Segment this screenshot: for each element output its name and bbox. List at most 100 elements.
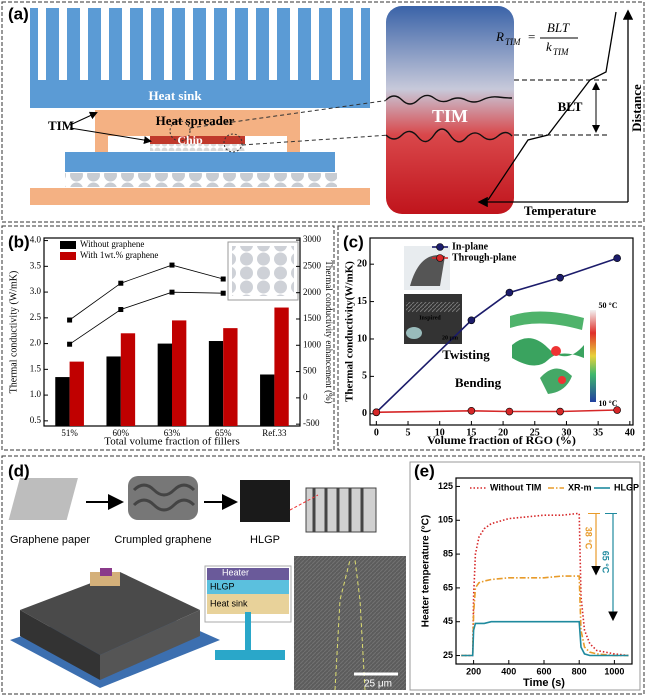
chart-e: 25 45 65 85 105 125 200 400 600 800 1000 Without TI… (414, 461, 639, 688)
substrate (65, 152, 335, 172)
panel-label: (e) (414, 461, 435, 480)
annotation: 50 °C (599, 301, 618, 310)
legend-label: Without TIM (490, 482, 541, 492)
bar (274, 307, 289, 426)
bar (55, 377, 70, 426)
label: Heat spreader (156, 113, 235, 128)
shell-photo (406, 327, 422, 339)
series-line (461, 512, 629, 657)
series-line (69, 291, 224, 345)
y-tick-label: 85 (443, 548, 453, 558)
panel-label: (b) (8, 232, 30, 251)
y-tick-label: 15 (357, 296, 367, 307)
formula-part: BLT (547, 20, 570, 35)
tim-layer (386, 6, 514, 214)
x-tick-label: Ref.33 (262, 428, 287, 438)
graphene-paper (8, 478, 78, 520)
marker (372, 408, 381, 417)
y2-tick-label: 1000 (303, 339, 322, 349)
y2-tick-label: 3000 (303, 234, 322, 244)
legend-label: Without graphene (80, 239, 144, 249)
legend-marker (436, 254, 444, 262)
y-tick-label: 3.0 (30, 286, 42, 296)
y2-axis-label: Thermal conductivity enhancement (%) (324, 260, 334, 403)
annotation: Twisting (442, 347, 490, 362)
hotspot (558, 376, 566, 384)
marker (467, 316, 476, 325)
marker (556, 407, 564, 416)
x-tick-label: 20 (498, 427, 508, 438)
marker (467, 406, 476, 415)
zoom-line (241, 134, 391, 146)
y-tick-label: 1.5 (30, 363, 42, 373)
y-tick-label: 10 (357, 333, 367, 344)
series-line (376, 409, 618, 414)
y-tick-label: 65 (443, 582, 453, 592)
film (215, 650, 285, 660)
x-axis-label: Time (s) (523, 677, 565, 689)
label: TIM (432, 106, 468, 126)
chart-c: 0 5 10 15 20 0 5 10 15 20 25 30 35 40 In-planeThrough-… (343, 232, 635, 446)
layer-label: HLGP (210, 581, 235, 591)
bar (260, 374, 275, 426)
series-line (461, 620, 629, 657)
legend-marker (436, 243, 444, 251)
sem-guide (334, 559, 366, 691)
heat-sink-side (100, 610, 200, 680)
zoom-circle (169, 120, 191, 142)
marker (220, 290, 226, 296)
folds (312, 488, 364, 532)
hlgp-layer (207, 580, 289, 594)
y-axis-label: Thermal conductivity (W/mK) (8, 271, 19, 394)
sem-texture (294, 556, 406, 690)
y2-tick-label: 1500 (303, 313, 322, 323)
x-axis-label: Total volume fraction of fillers (104, 436, 239, 448)
x-tick-label: 63% (164, 428, 181, 438)
panel-frame (337, 225, 645, 451)
x-tick-label: 5 (406, 427, 411, 438)
heat-spreader (95, 110, 300, 136)
legend-label: XR-m (568, 482, 592, 492)
marker (118, 307, 124, 313)
chip (100, 568, 112, 576)
chip (150, 136, 245, 144)
x-tick-label: 51% (61, 428, 78, 438)
marker (613, 254, 621, 262)
y2-tick-label: -500 (303, 418, 320, 428)
x-tick-label: 600 (536, 666, 551, 676)
step-label: Graphene paper (10, 534, 90, 546)
layer-label: Heat sink (210, 598, 248, 608)
panel-d: Graphene paper Crumpled graphene HLGP He… (8, 461, 406, 691)
heat-sink-fins (30, 8, 370, 80)
annotation: 20 μm (442, 335, 458, 341)
y-tick-label: 105 (438, 515, 453, 525)
y2-tick-label: 2000 (303, 287, 322, 297)
bar (223, 328, 238, 426)
temperature-profile (487, 11, 617, 201)
x-tick-label: 30 (561, 427, 571, 438)
sample-map (540, 368, 572, 394)
x-tick-label: 10 (435, 427, 445, 438)
legend-swatch (60, 241, 76, 249)
formula-part: TIM (553, 47, 569, 57)
x-tick-label: 200 (466, 666, 481, 676)
marker (169, 262, 175, 268)
marker (169, 289, 175, 295)
chart-b: 0.5 1.0 1.5 2.0 2.5 3.0 3.5 4.0 -500 0 500 1000 1500… (8, 232, 334, 447)
circuit-board (30, 188, 370, 205)
callout-arrow (69, 111, 98, 126)
chip-bumps (150, 144, 245, 151)
hotspot (551, 346, 561, 356)
label: Chip (177, 133, 203, 147)
spreader-leg (287, 136, 300, 152)
layer-label: Heater (222, 567, 249, 577)
panel-frame (1, 455, 645, 695)
scale-label: 25 μm (364, 679, 392, 690)
panel-label: (d) (8, 461, 30, 480)
zoom-line (189, 99, 391, 129)
x-tick-label: 35 (593, 427, 603, 438)
sample-map (510, 311, 584, 330)
formula-part: R (495, 29, 504, 44)
heat-sink-side (20, 610, 100, 680)
